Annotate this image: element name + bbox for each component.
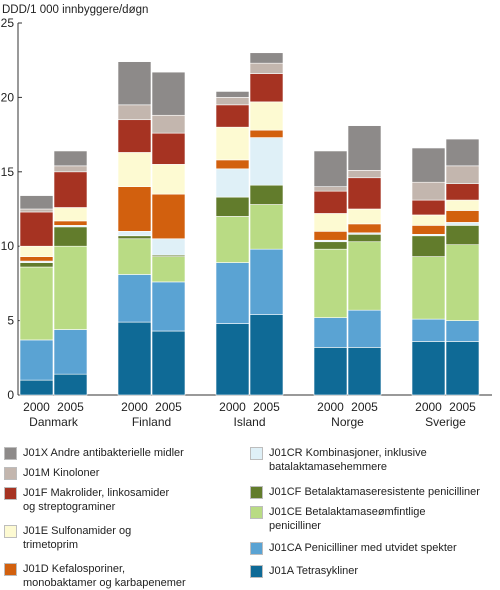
legend-swatch xyxy=(250,542,263,555)
x-tick-year-label: 2000 xyxy=(23,400,50,414)
x-tick-year-label: 2005 xyxy=(155,400,182,414)
y-tick-label: 10 xyxy=(1,239,15,253)
legend-swatch xyxy=(250,447,263,460)
legend-item: J01CR Kombinasjoner, inklusive batalakta… xyxy=(250,446,427,474)
x-tick-year-label: 2005 xyxy=(253,400,280,414)
bar-segment xyxy=(445,341,480,396)
x-tick-year-label: 2000 xyxy=(415,400,442,414)
bar-segment xyxy=(117,238,152,275)
bar-segment xyxy=(411,147,446,183)
bar-segment xyxy=(249,314,284,396)
bar-segment xyxy=(445,138,480,167)
bar-segment xyxy=(19,339,54,381)
bar-segment xyxy=(249,73,284,103)
bar-segment xyxy=(151,330,186,396)
legend-item: J01E Sulfonamider og trimetoprim xyxy=(4,524,131,552)
bar-segment xyxy=(19,195,54,210)
y-tick-label: 25 xyxy=(1,16,15,30)
legend-swatch xyxy=(4,467,17,480)
legend-label: J01X Andre antibakterielle midler xyxy=(23,447,184,459)
legend-label: J01CR Kombinasjoner, inklusive batalakta… xyxy=(269,447,427,473)
bar-segment xyxy=(347,125,382,171)
bar-segment xyxy=(19,266,54,341)
bar-segment xyxy=(117,152,152,187)
bar-segment xyxy=(215,323,250,396)
bar-segment xyxy=(53,171,88,208)
bar-segment xyxy=(151,71,186,116)
x-group-label: Norge xyxy=(331,415,364,429)
legend-label: J01D Kefalosporiner, monobaktamer og kar… xyxy=(23,563,186,589)
bar-segment xyxy=(347,347,382,396)
legend-swatch xyxy=(4,487,17,500)
bar-segment xyxy=(313,317,348,348)
bar-segment xyxy=(215,262,250,324)
bar-segment xyxy=(53,245,88,330)
bar-segment xyxy=(347,241,382,311)
x-group-label: Sverige xyxy=(425,415,466,429)
legend-label: J01E Sulfonamider og trimetoprim xyxy=(23,525,132,551)
bar-segment xyxy=(249,52,284,64)
legend-item: J01M Kinoloner xyxy=(4,466,99,480)
y-axis-label: DDD/1 000 innbyggere/døgn xyxy=(2,4,148,16)
x-group-label: Danmark xyxy=(29,415,79,429)
stacked-bar-chart: DDD/1 000 innbyggere/døgn 0 5 10 15 20 25 200… xyxy=(1,4,492,429)
bar-segment xyxy=(117,61,152,106)
legend-swatch xyxy=(4,525,17,538)
legend-item: J01A Tetrasykliner xyxy=(250,564,358,578)
y-tick-label: 5 xyxy=(7,314,14,328)
bar-segment xyxy=(249,204,284,250)
legend-item: J01CA Penicilliner med utvidet spekter xyxy=(250,541,457,555)
legend-label: J01A Tetrasykliner xyxy=(269,565,359,577)
bar-segment xyxy=(249,137,284,186)
bar-segment xyxy=(411,256,446,320)
legend-label: J01M Kinoloner xyxy=(23,467,100,479)
legend-swatch xyxy=(4,447,17,460)
x-tick-year-label: 2000 xyxy=(121,400,148,414)
x-tick-year-label: 2000 xyxy=(317,400,344,414)
bar-segment xyxy=(215,126,250,161)
y-tick-label: 0 xyxy=(7,388,14,402)
bar-segment xyxy=(19,211,54,247)
legend-label: J01F Makrolider, linkosamider og strepto… xyxy=(23,487,170,513)
bar-segment xyxy=(53,329,88,375)
legend-item: J01CE Betalaktamaseømfintlige penicillin… xyxy=(250,505,426,533)
legend-swatch xyxy=(250,506,263,519)
legend-item: J01CF Betalaktamaseresistente penicillin… xyxy=(250,485,480,499)
bar-segment xyxy=(347,177,382,210)
bar-segment xyxy=(151,164,186,195)
bar-segment xyxy=(313,150,348,187)
x-tick-year-label: 2005 xyxy=(449,400,476,414)
legend-item: J01F Makrolider, linkosamider og strepto… xyxy=(4,486,169,514)
bar-segment xyxy=(249,101,284,131)
bar-segment xyxy=(215,168,250,198)
bar-segment xyxy=(151,132,186,165)
x-tick-year-label: 2005 xyxy=(351,400,378,414)
bar-segment xyxy=(117,274,152,323)
legend-item: J01D Kefalosporiner, monobaktamer og kar… xyxy=(4,562,186,590)
legend-label: J01CF Betalaktamaseresistente penicillin… xyxy=(269,486,480,498)
legend-swatch xyxy=(250,565,263,578)
bar-segment xyxy=(313,248,348,318)
legend-item: J01X Andre antibakterielle midler xyxy=(4,446,184,460)
x-tick-year-label: 2000 xyxy=(219,400,246,414)
bar-segment xyxy=(215,91,250,98)
x-group-label: Island xyxy=(233,415,265,429)
bar-segment xyxy=(117,186,152,232)
bar-segment xyxy=(53,150,88,167)
y-tick-label: 20 xyxy=(1,90,15,104)
bar-segment xyxy=(313,347,348,396)
legend-swatch xyxy=(250,486,263,499)
y-tick-label: 15 xyxy=(1,165,15,179)
bar-segment xyxy=(117,321,152,396)
x-group-label: Finland xyxy=(132,415,171,429)
legend-swatch xyxy=(4,563,17,576)
x-tick-year-label: 2005 xyxy=(57,400,84,414)
legend-label: J01CA Penicilliner med utvidet spekter xyxy=(269,542,457,554)
legend-label: J01CE Betalaktamaseømfintlige penicillin… xyxy=(269,506,426,532)
bar-series xyxy=(19,52,480,396)
